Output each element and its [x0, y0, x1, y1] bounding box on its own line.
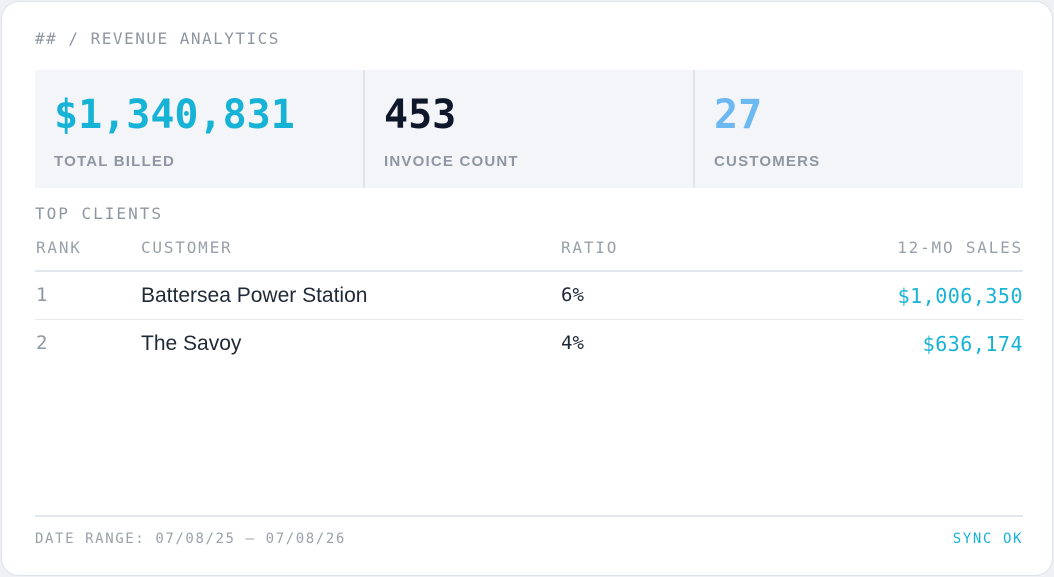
- stat-label: CUSTOMERS: [714, 153, 821, 170]
- column-header-sales: 12-MO SALES: [897, 238, 1023, 257]
- table-header: RANK CUSTOMER RATIO 12-MO SALES: [35, 238, 1023, 272]
- table-row: 2 The Savoy 4% $636,174: [35, 320, 1023, 368]
- table-row: 1 Battersea Power Station 6% $1,006,350: [35, 272, 1023, 320]
- stats-panel: $1,340,831 TOTAL BILLED 453 INVOICE COUN…: [35, 70, 1023, 188]
- row-customer: Battersea Power Station: [141, 284, 368, 307]
- page-title: ## / REVENUE ANALYTICS: [35, 29, 280, 48]
- row-rank: 2: [36, 332, 48, 354]
- stat-label: TOTAL BILLED: [54, 153, 176, 170]
- stat-value: 453: [384, 92, 457, 138]
- stat-label: INVOICE COUNT: [384, 153, 519, 170]
- column-header-rank: RANK: [36, 238, 82, 257]
- stat-value: $1,340,831: [54, 92, 295, 138]
- row-ratio: 4%: [561, 332, 584, 354]
- row-customer: The Savoy: [141, 332, 242, 355]
- date-range-label: DATE RANGE: 07/08/25 — 07/08/26: [35, 531, 346, 547]
- sync-status: SYNC OK: [952, 531, 1023, 547]
- stat-total-billed: $1,340,831 TOTAL BILLED: [35, 70, 365, 188]
- stat-customers: 27 CUSTOMERS: [695, 70, 1023, 188]
- section-title-top-clients: TOP CLIENTS: [35, 204, 163, 223]
- stat-invoice-count: 453 INVOICE COUNT: [365, 70, 695, 188]
- stat-value: 27: [714, 92, 763, 138]
- row-rank: 1: [36, 284, 48, 306]
- row-sales: $1,006,350: [897, 284, 1023, 308]
- footer: DATE RANGE: 07/08/25 — 07/08/26 SYNC OK: [35, 515, 1023, 555]
- row-ratio: 6%: [561, 284, 584, 306]
- column-header-customer: CUSTOMER: [141, 238, 233, 257]
- column-header-ratio: RATIO: [561, 238, 619, 257]
- row-sales: $636,174: [922, 332, 1023, 356]
